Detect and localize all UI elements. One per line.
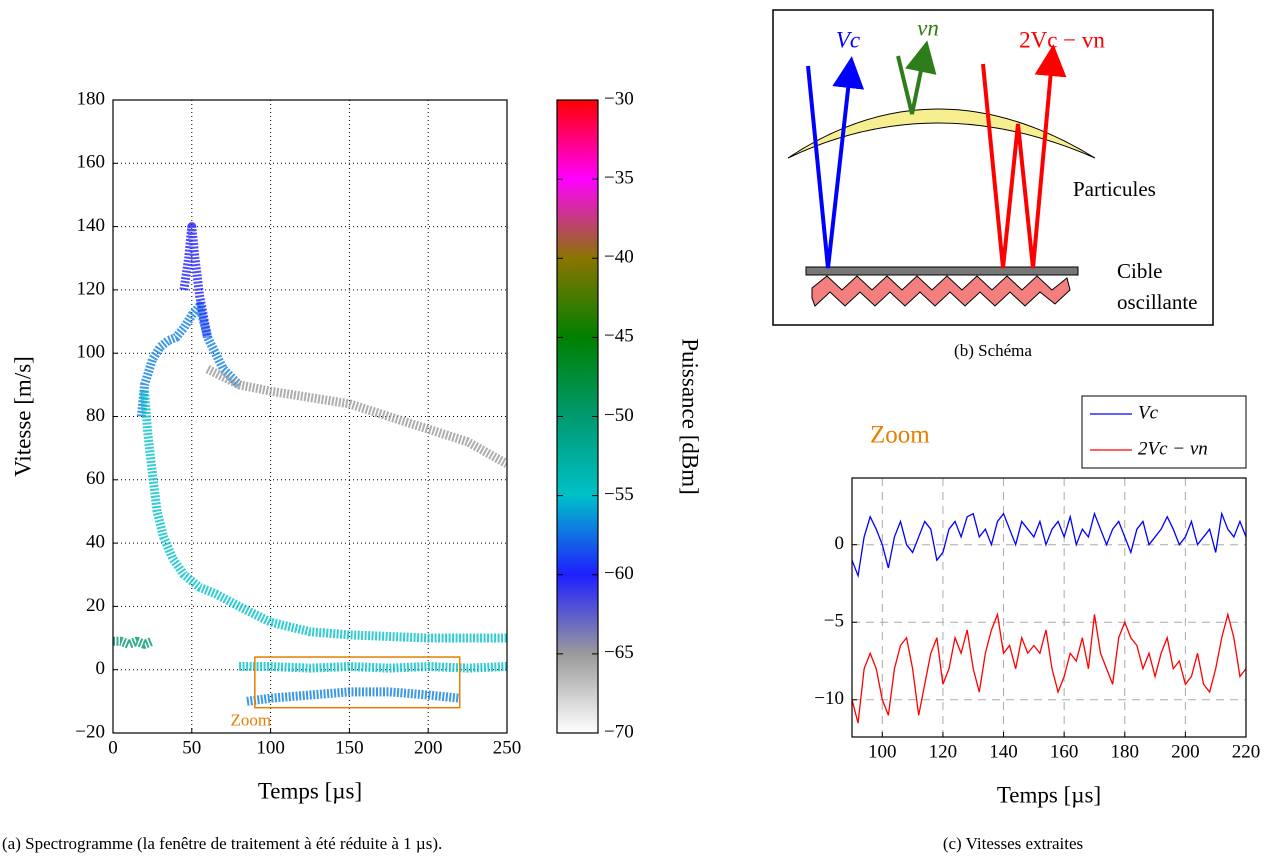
y-tick-label: 40 xyxy=(86,531,105,552)
label-vn: vn xyxy=(917,15,939,40)
y-tick-label: 0 xyxy=(835,533,845,554)
colorbar-tick-label: −70 xyxy=(604,721,634,742)
plot-frame xyxy=(112,99,508,734)
y-tick-label: −10 xyxy=(814,688,844,709)
spectral-ridge xyxy=(179,222,212,339)
plot-frame xyxy=(851,477,1247,738)
label-target: oscillante xyxy=(1117,290,1197,314)
legend-label: Vc xyxy=(1138,402,1159,423)
x-tick-label: 250 xyxy=(493,737,522,758)
schema: Vc vn 2Vc − vn Particules Cible oscillan… xyxy=(772,9,1214,360)
y-tick-label: 100 xyxy=(77,342,106,363)
x-axis-label: Temps [µs] xyxy=(258,778,362,803)
label-vc: Vc xyxy=(836,27,860,52)
data-line xyxy=(851,511,1247,579)
x-tick-label: 200 xyxy=(414,737,443,758)
x-tick-label: 150 xyxy=(335,737,364,758)
colorbar xyxy=(556,99,599,734)
y-tick-label: −20 xyxy=(75,721,105,742)
data-line xyxy=(851,611,1247,724)
x-tick-label: 50 xyxy=(182,737,201,758)
spectral-ridge xyxy=(140,390,507,643)
colorbar-tick-label: −45 xyxy=(604,326,634,347)
target-surface xyxy=(805,266,1079,276)
x-tick-label: 120 xyxy=(929,741,958,762)
y-tick-label: 20 xyxy=(86,595,105,616)
particles xyxy=(787,108,1096,159)
spectral-ridge xyxy=(246,687,461,706)
label-mix: 2Vc − vn xyxy=(1019,27,1105,52)
legend-box xyxy=(1081,395,1247,469)
spectral-ridge xyxy=(239,662,507,673)
plot-area xyxy=(852,478,1246,737)
colorbar-tick-label: −65 xyxy=(604,642,634,663)
colorbar-tick-label: −30 xyxy=(604,88,634,109)
colorbar-tick-label: −55 xyxy=(604,484,634,505)
caption: (b) Schéma xyxy=(954,341,1032,360)
x-tick-label: 180 xyxy=(1111,741,1140,762)
x-tick-label: 100 xyxy=(868,741,897,762)
x-tick-label: 0 xyxy=(108,737,118,758)
y-tick-label: −5 xyxy=(824,611,844,632)
y-tick-label: 0 xyxy=(96,658,106,679)
label-target: Cible xyxy=(1117,259,1163,283)
x-tick-label: 200 xyxy=(1171,741,1200,762)
x-tick-label: 160 xyxy=(1050,741,1079,762)
legend-label: 2Vc − vn xyxy=(1138,438,1208,459)
y-tick-label: 120 xyxy=(77,278,106,299)
y-axis-label: Vitesse [m/s] xyxy=(10,356,35,477)
caption: (c) Vitesses extraites xyxy=(943,834,1083,853)
x-axis-label: Temps [µs] xyxy=(997,782,1101,807)
caption: (a) Spectrogramme (la fenêtre de traitem… xyxy=(2,834,442,853)
spectral-ridge xyxy=(205,365,507,468)
zoom-box xyxy=(254,656,461,709)
y-tick-label: 80 xyxy=(86,405,105,426)
ray-vn xyxy=(896,40,937,115)
colorbar-tick-label: −40 xyxy=(604,247,634,268)
y-tick-label: 140 xyxy=(77,215,106,236)
ray-vc xyxy=(806,56,865,269)
colorbar-tick-label: −35 xyxy=(604,167,634,188)
y-tick-label: 160 xyxy=(77,152,106,173)
zoom-label: Zoom xyxy=(231,711,272,730)
ray-mix xyxy=(981,44,1067,269)
label-particles: Particules xyxy=(1073,177,1156,201)
oscillating-target xyxy=(811,275,1071,307)
annotation: Zoom xyxy=(870,422,930,449)
x-tick-label: 100 xyxy=(256,737,285,758)
colorbar-tick-label: −60 xyxy=(604,563,634,584)
colorbar-label: Puissance [dBm] xyxy=(678,338,703,495)
colorbar-tick-label: −50 xyxy=(604,405,634,426)
x-tick-label: 220 xyxy=(1232,741,1261,762)
y-tick-label: 180 xyxy=(77,88,106,109)
y-tick-label: 60 xyxy=(86,468,105,489)
x-tick-label: 140 xyxy=(989,741,1018,762)
